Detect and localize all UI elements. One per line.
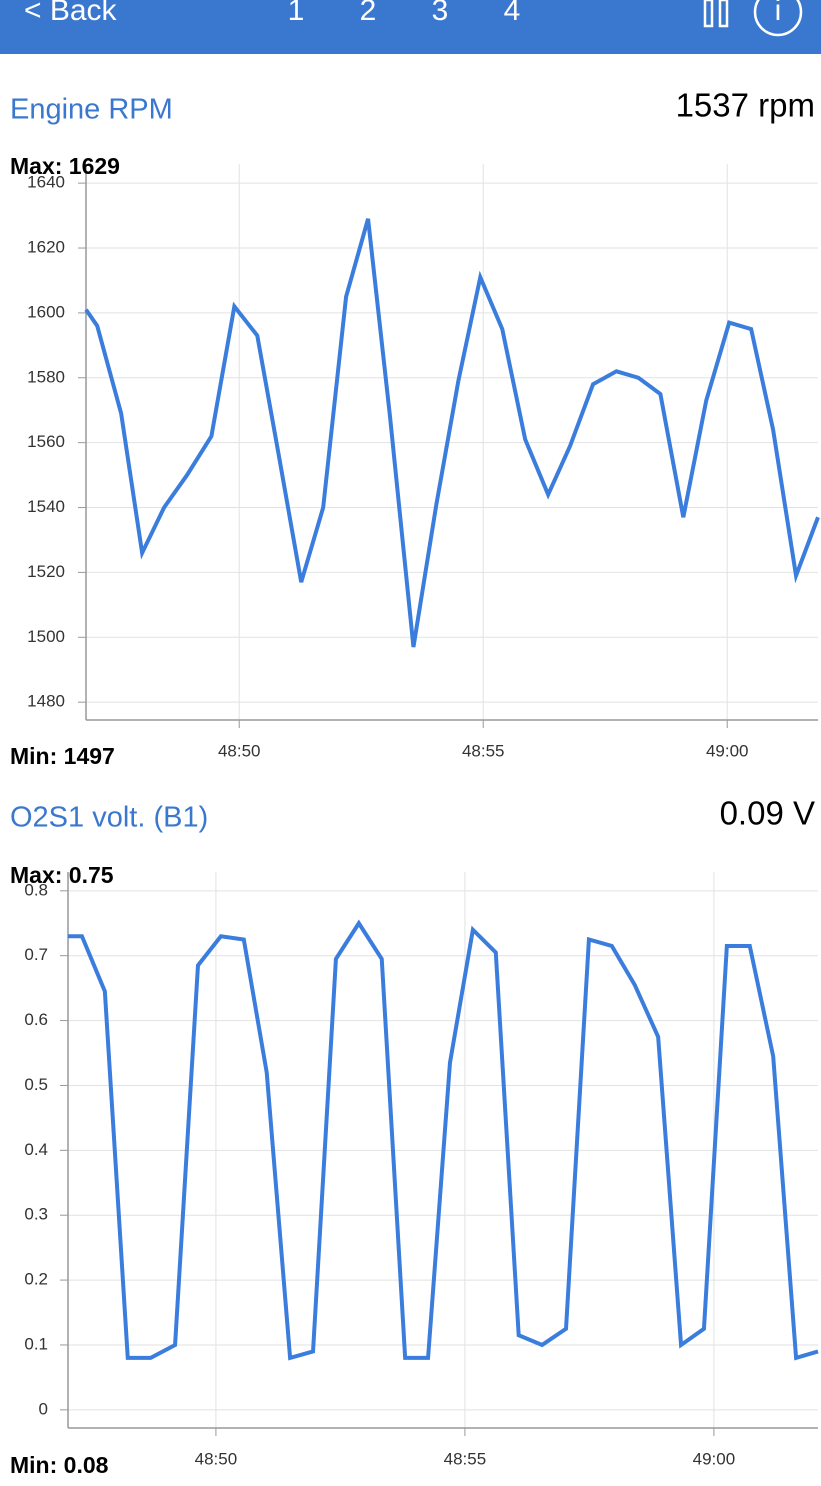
tab[interactable]: 4: [504, 0, 521, 27]
y-tick-label: 1600: [27, 302, 65, 321]
x-tick-label: 49:00: [706, 741, 749, 760]
current-value: 1537 rpm: [676, 87, 815, 124]
y-tick-label: 0.2: [24, 1270, 48, 1289]
x-tick-label: 48:50: [195, 1449, 238, 1468]
max-label: Max: 0.75: [10, 862, 114, 888]
y-tick-label: 1500: [27, 627, 65, 646]
y-tick-label: 1640: [27, 173, 65, 192]
tab[interactable]: 1: [288, 0, 305, 27]
y-tick-label: 0.6: [24, 1010, 48, 1029]
x-tick-label: 49:00: [693, 1449, 736, 1468]
y-tick-label: 0: [39, 1399, 48, 1418]
min-label: Min: 0.08: [10, 1452, 109, 1478]
pause-bar: [718, 0, 729, 28]
current-value: 0.09 V: [720, 795, 815, 832]
y-tick-label: 1560: [27, 432, 65, 451]
y-tick-label: 0.7: [24, 945, 48, 964]
y-tick-label: 0.4: [24, 1140, 48, 1159]
max-label: Max: 1629: [10, 153, 120, 179]
chart-title: O2S1 volt. (B1): [10, 802, 208, 834]
back-button[interactable]: < Back: [24, 0, 118, 27]
x-tick-label: 48:55: [444, 1449, 487, 1468]
tab[interactable]: 3: [432, 0, 449, 27]
info-button[interactable]: [753, 0, 803, 37]
min-label: Min: 1497: [10, 743, 115, 769]
x-tick-label: 48:55: [462, 741, 505, 760]
y-tick-label: 1540: [27, 497, 65, 516]
y-tick-label: 0.1: [24, 1334, 48, 1353]
tab[interactable]: 2: [360, 0, 377, 27]
chart-title: Engine RPM: [10, 94, 173, 126]
y-tick-label: 1480: [27, 692, 65, 711]
y-tick-label: 1580: [27, 367, 65, 386]
y-tick-label: 1520: [27, 562, 65, 581]
y-tick-label: 0.5: [24, 1075, 48, 1094]
y-tick-label: 0.8: [24, 880, 48, 899]
pause-button[interactable]: [703, 0, 729, 28]
x-tick-label: 48:50: [218, 741, 261, 760]
pause-bar: [703, 0, 714, 28]
y-tick-label: 1620: [27, 238, 65, 257]
data-line: [68, 919, 819, 1361]
info-icon: i: [775, 0, 782, 27]
y-tick-label: 0.3: [24, 1205, 48, 1224]
nav-bar: [0, 0, 821, 54]
data-line: [84, 218, 820, 648]
